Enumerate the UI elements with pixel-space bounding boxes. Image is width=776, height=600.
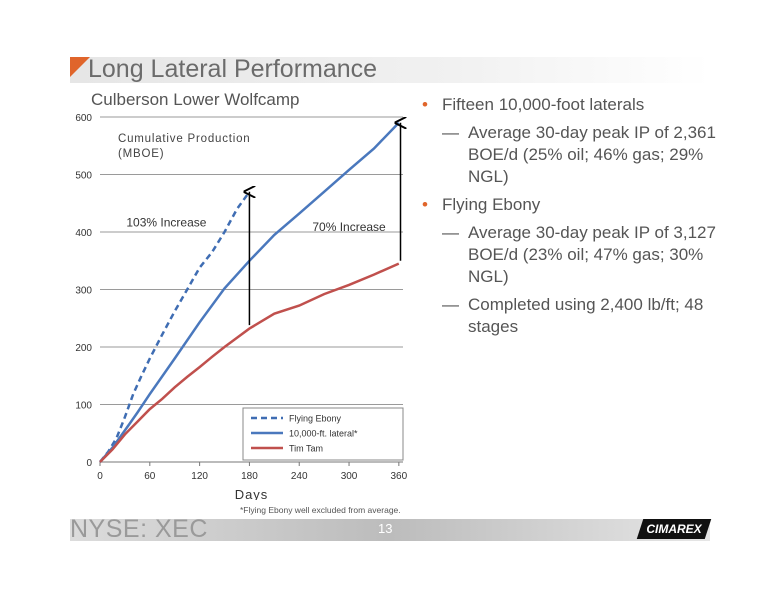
legend-label-0: Flying Ebony: [289, 414, 342, 424]
series-line-0: [99, 191, 251, 463]
annotation-layer: 103% Increase 70% Increase: [126, 123, 400, 326]
legend-label-2: Tim Tam: [289, 444, 323, 454]
y-axis-label: Cumulative Production (MBOE): [118, 133, 251, 160]
annotation-label-1: 70% Increase: [312, 220, 386, 234]
y-tick-label: 300: [75, 286, 92, 297]
page-number: 13: [378, 521, 393, 536]
axis-layer: 0 100 200 300 400 500 600 0 60 120 180 240 300 360 Day…: [75, 113, 407, 500]
x-tick-label: 0: [97, 471, 103, 482]
cimarex-logo: CIMAREX: [636, 519, 712, 539]
y-tick-label: 500: [75, 171, 92, 182]
production-chart: 0 100 200 300 400 500 600 0 60 120 180 240 300 360 Day…: [75, 113, 407, 500]
y-tick-label: 200: [75, 343, 92, 354]
bullet-1-sub-1: Average 30-day peak IP of 2,361 BOE/d (2…: [420, 122, 720, 188]
series-layer: [99, 121, 400, 463]
bullet-2: Flying Ebony: [420, 194, 720, 216]
bullet-2-sub-1: Average 30-day peak IP of 3,127 BOE/d (2…: [420, 222, 720, 288]
series-line-1: [99, 121, 400, 463]
y-tick-label: 400: [75, 228, 92, 239]
x-tick-label: 180: [241, 471, 258, 482]
annotation-label-0: 103% Increase: [126, 215, 206, 229]
series-line-2: [99, 262, 400, 463]
x-axis-label: Days: [235, 487, 269, 500]
x-tick-label: 120: [191, 471, 208, 482]
y-tick-label: 0: [86, 458, 92, 469]
bullet-1: Fifteen 10,000-foot laterals: [420, 94, 720, 116]
logo-text: CIMAREX: [646, 522, 702, 536]
x-tick-label: 360: [391, 471, 408, 482]
ticker-symbol: NYSE: XEC: [70, 515, 208, 543]
grid-layer: [100, 116, 403, 405]
y-tick-label: 600: [75, 113, 92, 124]
legend-label-1: 10,000-ft. lateral*: [289, 429, 358, 439]
bullet-list: Fifteen 10,000-foot laterals Average 30-…: [420, 94, 720, 344]
slide-title: Long Lateral Performance: [88, 55, 378, 83]
x-tick-label: 240: [291, 471, 308, 482]
title-band: [70, 57, 710, 83]
bullet-2-sub-2: Completed using 2,400 lb/ft; 48 stages: [420, 294, 720, 338]
title-accent-triangle: [70, 57, 90, 77]
x-tick-label: 60: [144, 471, 156, 482]
x-tick-label: 300: [341, 471, 358, 482]
footnote: *Flying Ebony well excluded from average…: [240, 505, 401, 515]
slide-subtitle: Culberson Lower Wolfcamp: [91, 90, 300, 109]
legend: Flying Ebony 10,000-ft. lateral* Tim Tam: [242, 407, 404, 461]
footer-band: [70, 519, 710, 541]
y-tick-label: 100: [75, 401, 92, 412]
